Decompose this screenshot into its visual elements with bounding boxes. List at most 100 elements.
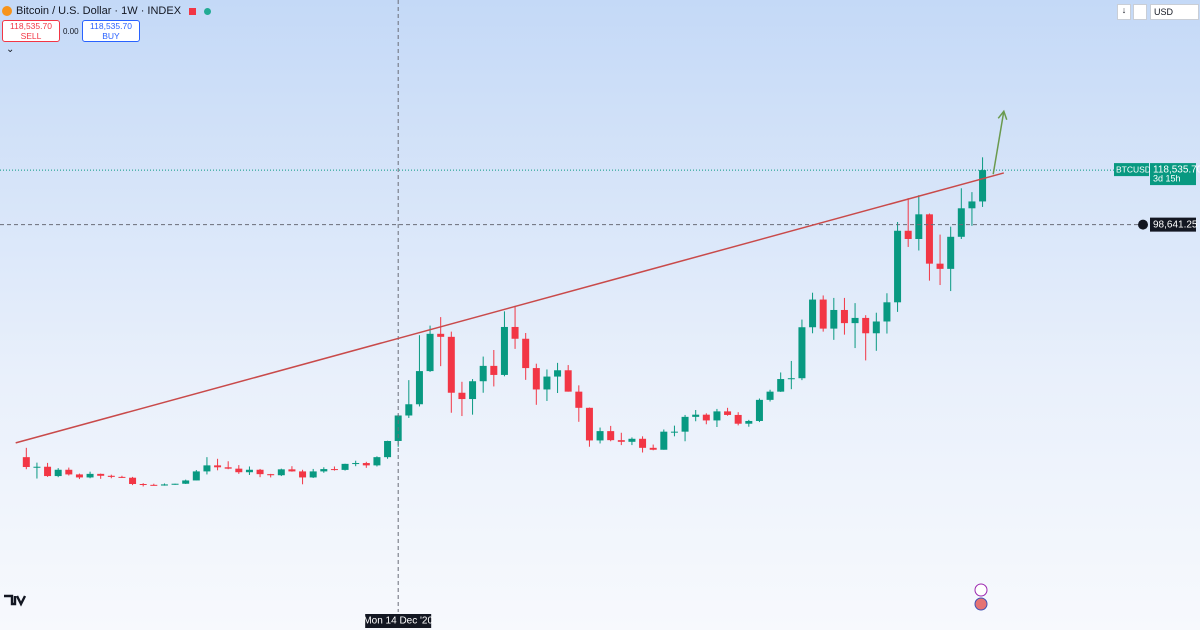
sell-button[interactable]: 118,535.70 SELL — [2, 20, 60, 42]
candle-body — [44, 466, 52, 477]
coin-icon — [2, 6, 12, 16]
candle-body — [426, 333, 434, 372]
last-price: 118,535.70 — [1153, 165, 1200, 176]
candle-body — [660, 431, 668, 450]
candle-body — [617, 440, 625, 442]
candle-body — [670, 431, 678, 433]
candle-body — [447, 336, 455, 393]
candle-body — [150, 484, 158, 486]
candle-body — [957, 208, 965, 237]
candle-body — [925, 214, 933, 264]
candle-body — [86, 473, 94, 478]
candle-body — [203, 465, 211, 472]
candle-body — [299, 471, 307, 478]
candle-body — [724, 411, 732, 415]
candle-body — [766, 391, 774, 400]
candle-body — [415, 371, 423, 405]
candle-body — [628, 438, 636, 442]
candle-body — [384, 440, 392, 458]
candle-body — [405, 404, 413, 416]
candle-body — [267, 474, 275, 476]
candle-body — [585, 407, 593, 441]
candle-body — [129, 477, 137, 485]
candle-body — [139, 484, 147, 486]
symbol-box — [1114, 163, 1149, 177]
symbol[interactable]: Bitcoin / U.S. Dollar · 1W · INDEX — [16, 5, 182, 17]
candle-body — [511, 326, 519, 339]
candle-body — [224, 467, 232, 469]
candle-body — [734, 414, 742, 424]
candle-body — [607, 431, 615, 441]
candle-body — [745, 420, 753, 424]
candle-body — [277, 469, 285, 476]
candle-body — [564, 370, 572, 392]
event-icon[interactable] — [974, 583, 988, 597]
candle-body — [171, 483, 179, 485]
candle-body — [214, 465, 222, 468]
trend-line — [15, 172, 1005, 444]
candle-body — [851, 317, 859, 324]
candle-body — [681, 416, 689, 432]
candle-body — [904, 230, 912, 239]
symbol-tag: BTCUSD — [1116, 164, 1151, 174]
candle-body — [373, 457, 381, 466]
countdown: 3d 15h — [1153, 173, 1181, 183]
candle-body — [97, 473, 105, 476]
candle-body — [575, 391, 583, 408]
collapse-toggle[interactable]: ⌄ — [6, 44, 15, 55]
candle-body — [968, 201, 976, 209]
candle-body — [469, 381, 477, 400]
candle-body — [862, 317, 870, 334]
crosshair-price-box — [1150, 217, 1196, 232]
candle-body — [22, 457, 30, 468]
buy-label: BUY — [102, 31, 120, 41]
logo — [4, 594, 27, 607]
candle-body — [33, 466, 41, 468]
flag-icon[interactable] — [974, 597, 988, 611]
candle-body — [936, 263, 944, 269]
candle-body — [490, 365, 498, 375]
candle-body — [532, 368, 540, 390]
arrow-head — [997, 109, 1008, 121]
candle-body — [458, 392, 466, 400]
candle-body — [872, 321, 880, 334]
candle-body — [639, 438, 647, 448]
candle-body — [522, 338, 530, 369]
buy-price: 118,535.70 — [90, 21, 132, 31]
candle-body — [692, 414, 700, 417]
candle-body — [160, 484, 168, 486]
candle-body — [830, 309, 838, 329]
candle-body — [362, 463, 370, 466]
candle-body — [596, 431, 604, 441]
candle-body — [819, 299, 827, 329]
sell-price: 118,535.70 — [10, 21, 52, 31]
symbol-bar: Bitcoin / U.S. Dollar · 1W · INDEX — [2, 5, 212, 17]
candle-body — [107, 475, 115, 477]
candle-body — [352, 463, 360, 465]
candle-body — [554, 370, 562, 377]
candle-body — [437, 333, 445, 337]
sell-label: SELL — [20, 31, 42, 41]
candle-body — [192, 471, 200, 481]
buy-button[interactable]: 118,535.70 BUY — [82, 20, 140, 42]
candle-body — [235, 468, 243, 473]
candle-body — [65, 469, 73, 475]
down-button[interactable]: ↓ — [1117, 4, 1131, 20]
candle-body — [245, 469, 253, 473]
candle-body — [798, 327, 806, 379]
toggle-button[interactable] — [1133, 4, 1147, 20]
candle-body — [787, 378, 795, 380]
add-alert — [1138, 219, 1148, 230]
candle-body — [883, 302, 891, 322]
candle-body — [75, 474, 83, 478]
status-dot — [204, 7, 212, 15]
price-axis — [1148, 0, 1200, 630]
candle-body — [840, 309, 848, 324]
candle-body — [979, 170, 987, 202]
currency-select[interactable]: USD — [1150, 4, 1199, 20]
candle-body — [713, 411, 721, 421]
candle-body — [330, 469, 338, 471]
candle-body — [256, 469, 264, 475]
candle-body — [479, 365, 487, 382]
